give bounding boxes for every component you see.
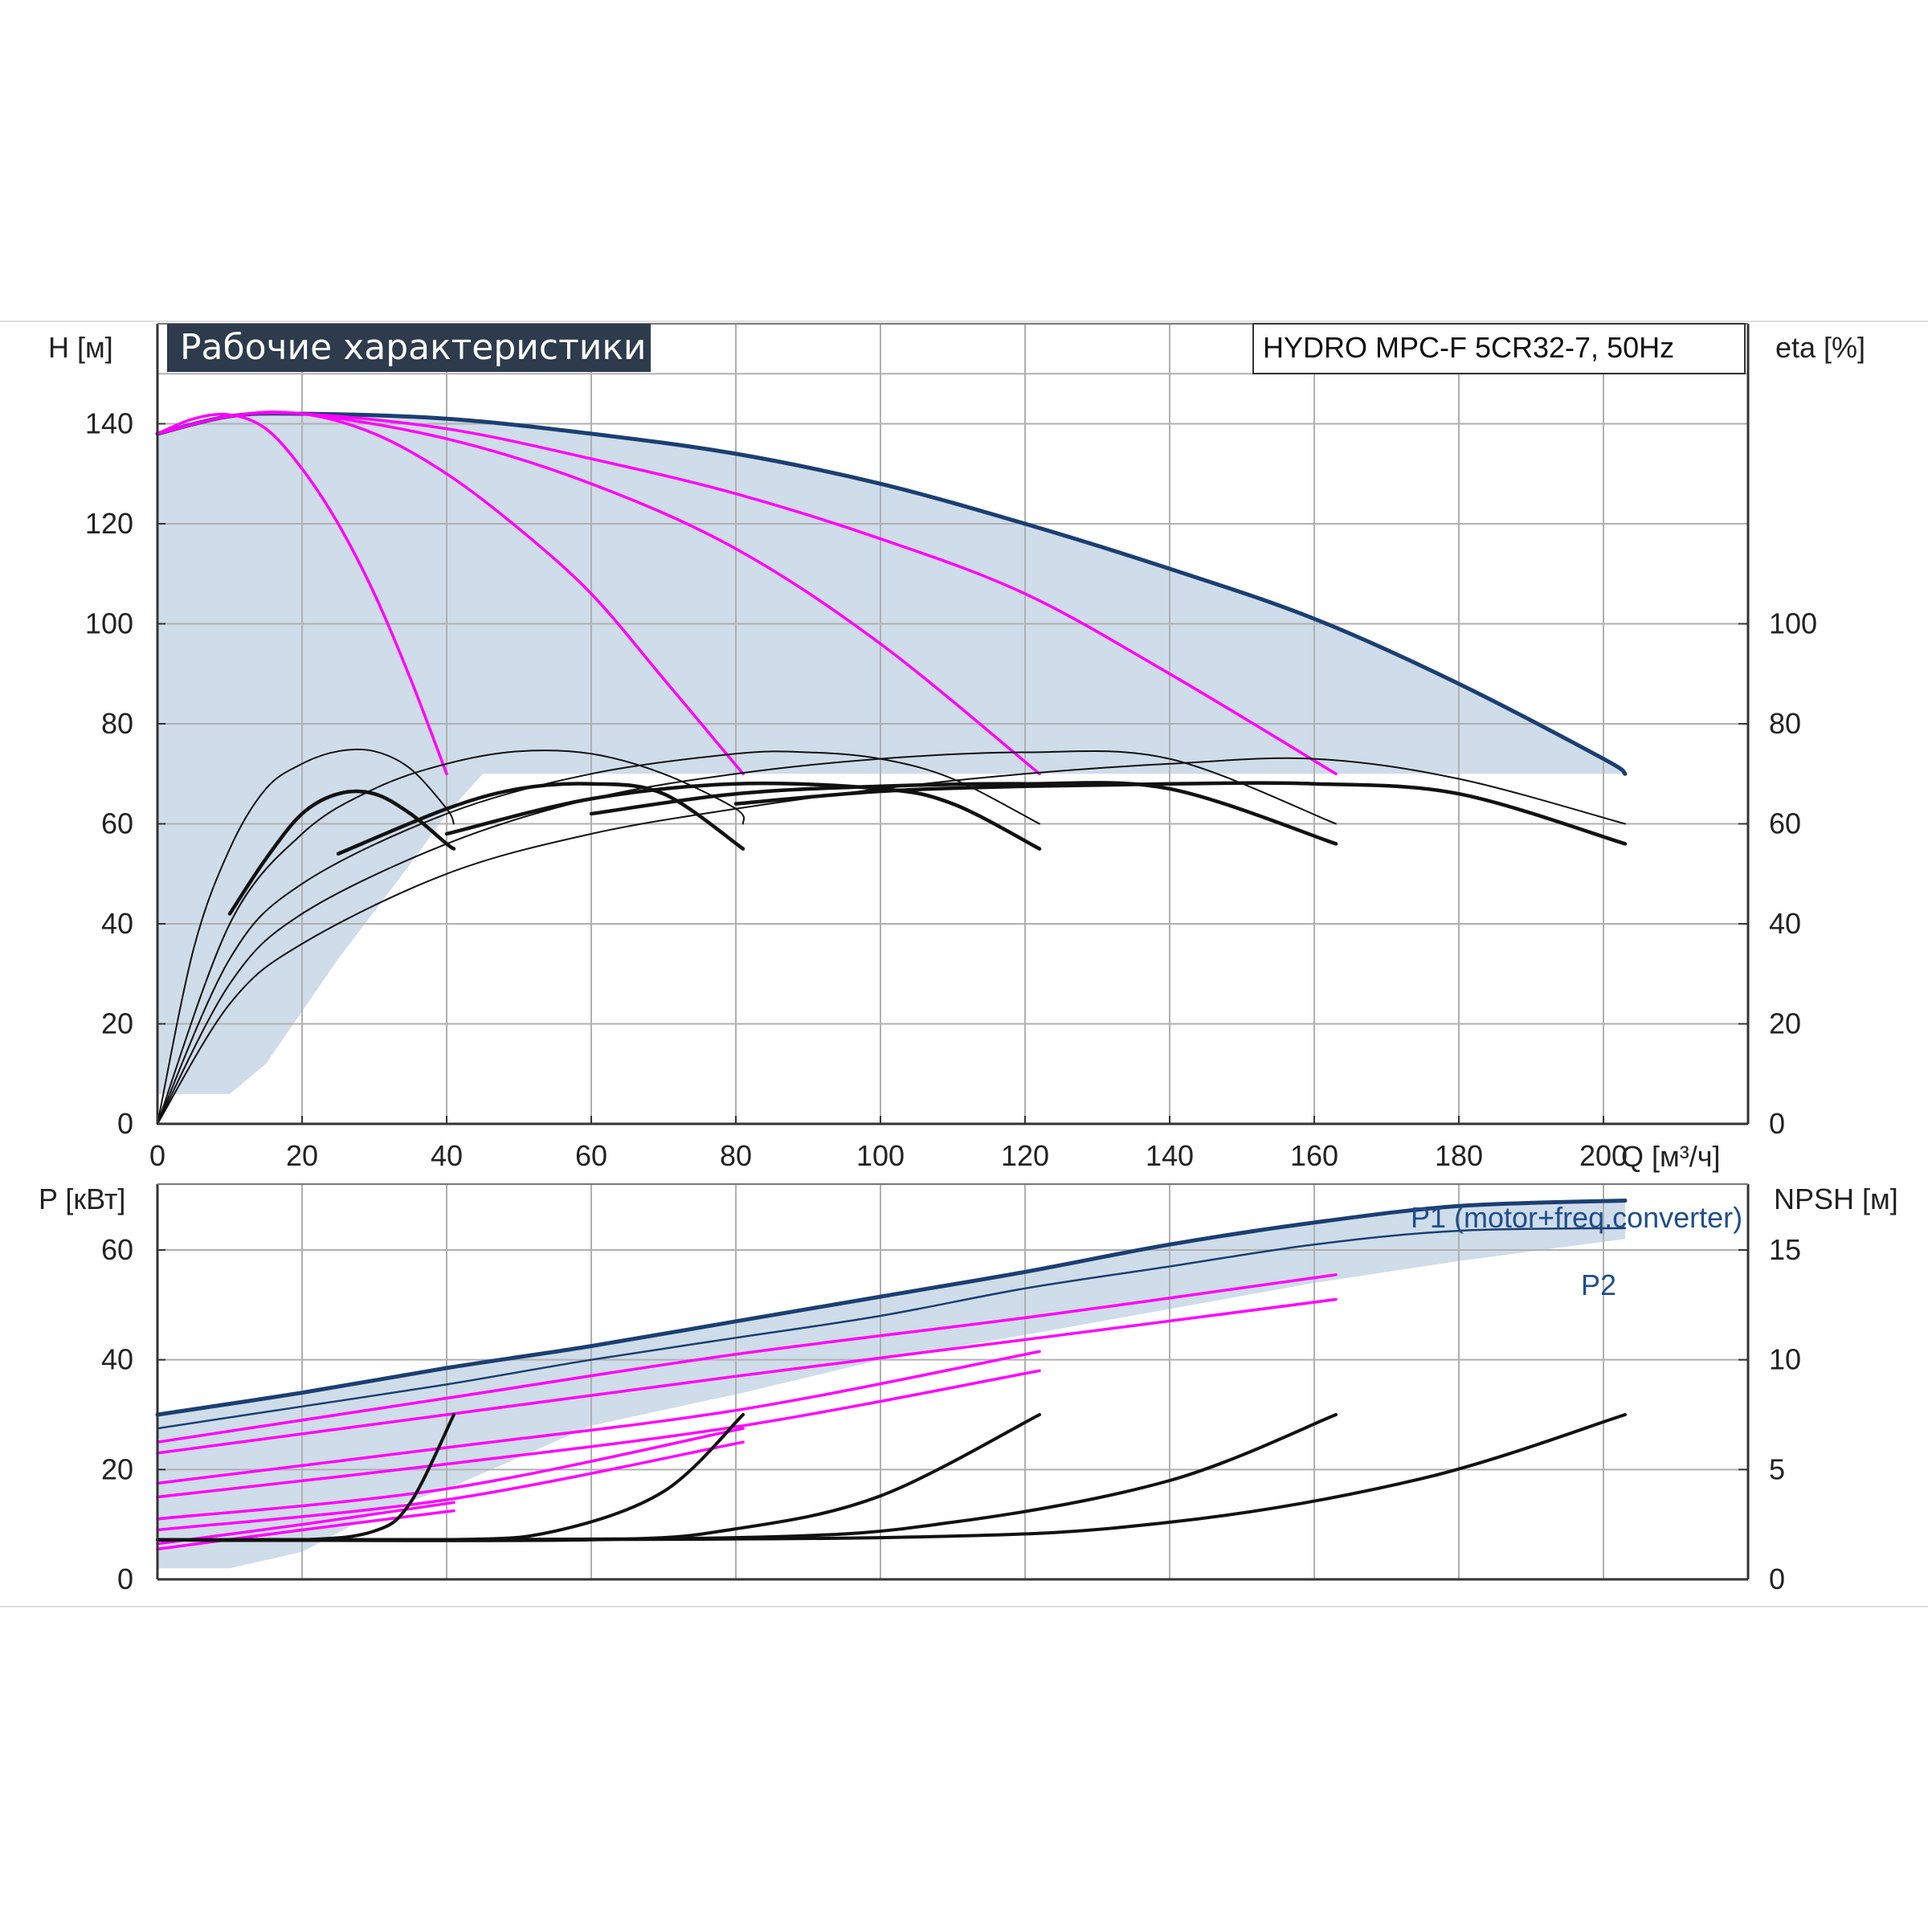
y-axis-label-npsh: NPSH [м] (1774, 1182, 1898, 1215)
operating-area (157, 413, 1625, 1094)
x-tick-label: 160 (1290, 1139, 1338, 1172)
head-chart: 0 20 40 60 80 100 120 140 0 20 40 60 80 100 0 20 40 60 80 1… (85, 323, 1817, 1172)
series-system-0 (155, 411, 1628, 776)
y-right-tick-label: 80 (1769, 707, 1801, 740)
y-right-tick-label: 0 (1769, 1107, 1785, 1140)
x-tick-label: 120 (1001, 1139, 1049, 1172)
model-label: HYDRO MPC-F 5CR32-7, 50Hz (1263, 331, 1674, 364)
y-axis-label-eta: eta [%] (1775, 331, 1865, 364)
x-axis-label-q: Q [м³/ч] (1621, 1140, 1721, 1173)
series-efficiency-8 (157, 750, 1337, 1125)
y-tick-label: 120 (85, 507, 133, 540)
x-tick-label: 0 (149, 1139, 165, 1172)
y-tick-label: 20 (101, 1007, 133, 1040)
x-tick-label: 80 (720, 1139, 752, 1172)
series-efficiency-bold-13 (589, 781, 1338, 846)
y-tick-label: 0 (117, 1107, 133, 1140)
series-pump-4 (156, 1350, 1041, 1485)
y-axis-label-p: P [кВт] (39, 1182, 125, 1215)
legend-p1: P1 (motor+freq.converter) (1411, 1201, 1742, 1234)
y-right-tick-label: 40 (1769, 907, 1801, 940)
series-system-thin-1 (156, 1227, 1627, 1430)
title-box (167, 324, 651, 372)
series-pump-3 (156, 1297, 1338, 1455)
operating-area (157, 1200, 1625, 1569)
x-tick-label: 20 (286, 1139, 318, 1172)
y-right-tick-label: 20 (1769, 1007, 1801, 1040)
series-efficiency-5 (157, 748, 455, 1125)
y-tick-label: 100 (85, 607, 133, 640)
series-efficiency-6 (157, 750, 745, 1125)
y-tick-label: 140 (85, 407, 133, 440)
series-system-0 (155, 1199, 1628, 1417)
y-right-tick-label: 10 (1769, 1343, 1801, 1376)
series-efficiency-bold-10 (227, 789, 456, 916)
x-tick-label: 140 (1146, 1139, 1194, 1172)
series-pump-1 (156, 412, 448, 776)
y-right-tick-label: 5 (1769, 1452, 1785, 1485)
y-tick-label: 60 (101, 1233, 133, 1266)
series-npsh-14 (156, 1413, 1627, 1542)
series-pump-2 (156, 1273, 1338, 1444)
y-axis-label-h: H [м] (48, 331, 113, 364)
y-right-tick-label: 100 (1769, 607, 1817, 640)
series-pump-7 (156, 1440, 745, 1532)
series-efficiency-bold-14 (733, 781, 1628, 846)
legend-p2: P2 (1581, 1268, 1616, 1301)
series-pump-6 (156, 1427, 745, 1521)
x-tick-label: 200 (1579, 1139, 1628, 1172)
y-tick-label: 60 (101, 807, 133, 840)
y-tick-label: 20 (101, 1452, 133, 1485)
y-tick-label: 80 (101, 707, 133, 740)
series-pump-5 (156, 1369, 1041, 1499)
y-right-tick-label: 60 (1769, 807, 1801, 840)
x-tick-label: 100 (856, 1139, 905, 1172)
y-tick-label: 0 (117, 1562, 133, 1595)
model-box (1252, 323, 1746, 374)
chart-title: Рабочие характеристики (180, 327, 647, 368)
x-tick-label: 40 (431, 1139, 463, 1172)
y-right-tick-label: 15 (1769, 1233, 1801, 1266)
series-efficiency-7 (157, 750, 1040, 1125)
series-pump-9 (156, 1509, 455, 1551)
series-efficiency-bold-12 (444, 781, 1042, 851)
x-tick-label: 60 (575, 1139, 607, 1172)
y-tick-label: 40 (101, 907, 133, 940)
y-right-tick-label: 0 (1769, 1562, 1785, 1595)
power-chart: 0 20 40 60 0 5 10 15 (101, 1183, 1801, 1595)
x-tick-label: 180 (1435, 1139, 1483, 1172)
series-pump-4 (156, 411, 1338, 776)
y-tick-label: 40 (101, 1343, 133, 1376)
